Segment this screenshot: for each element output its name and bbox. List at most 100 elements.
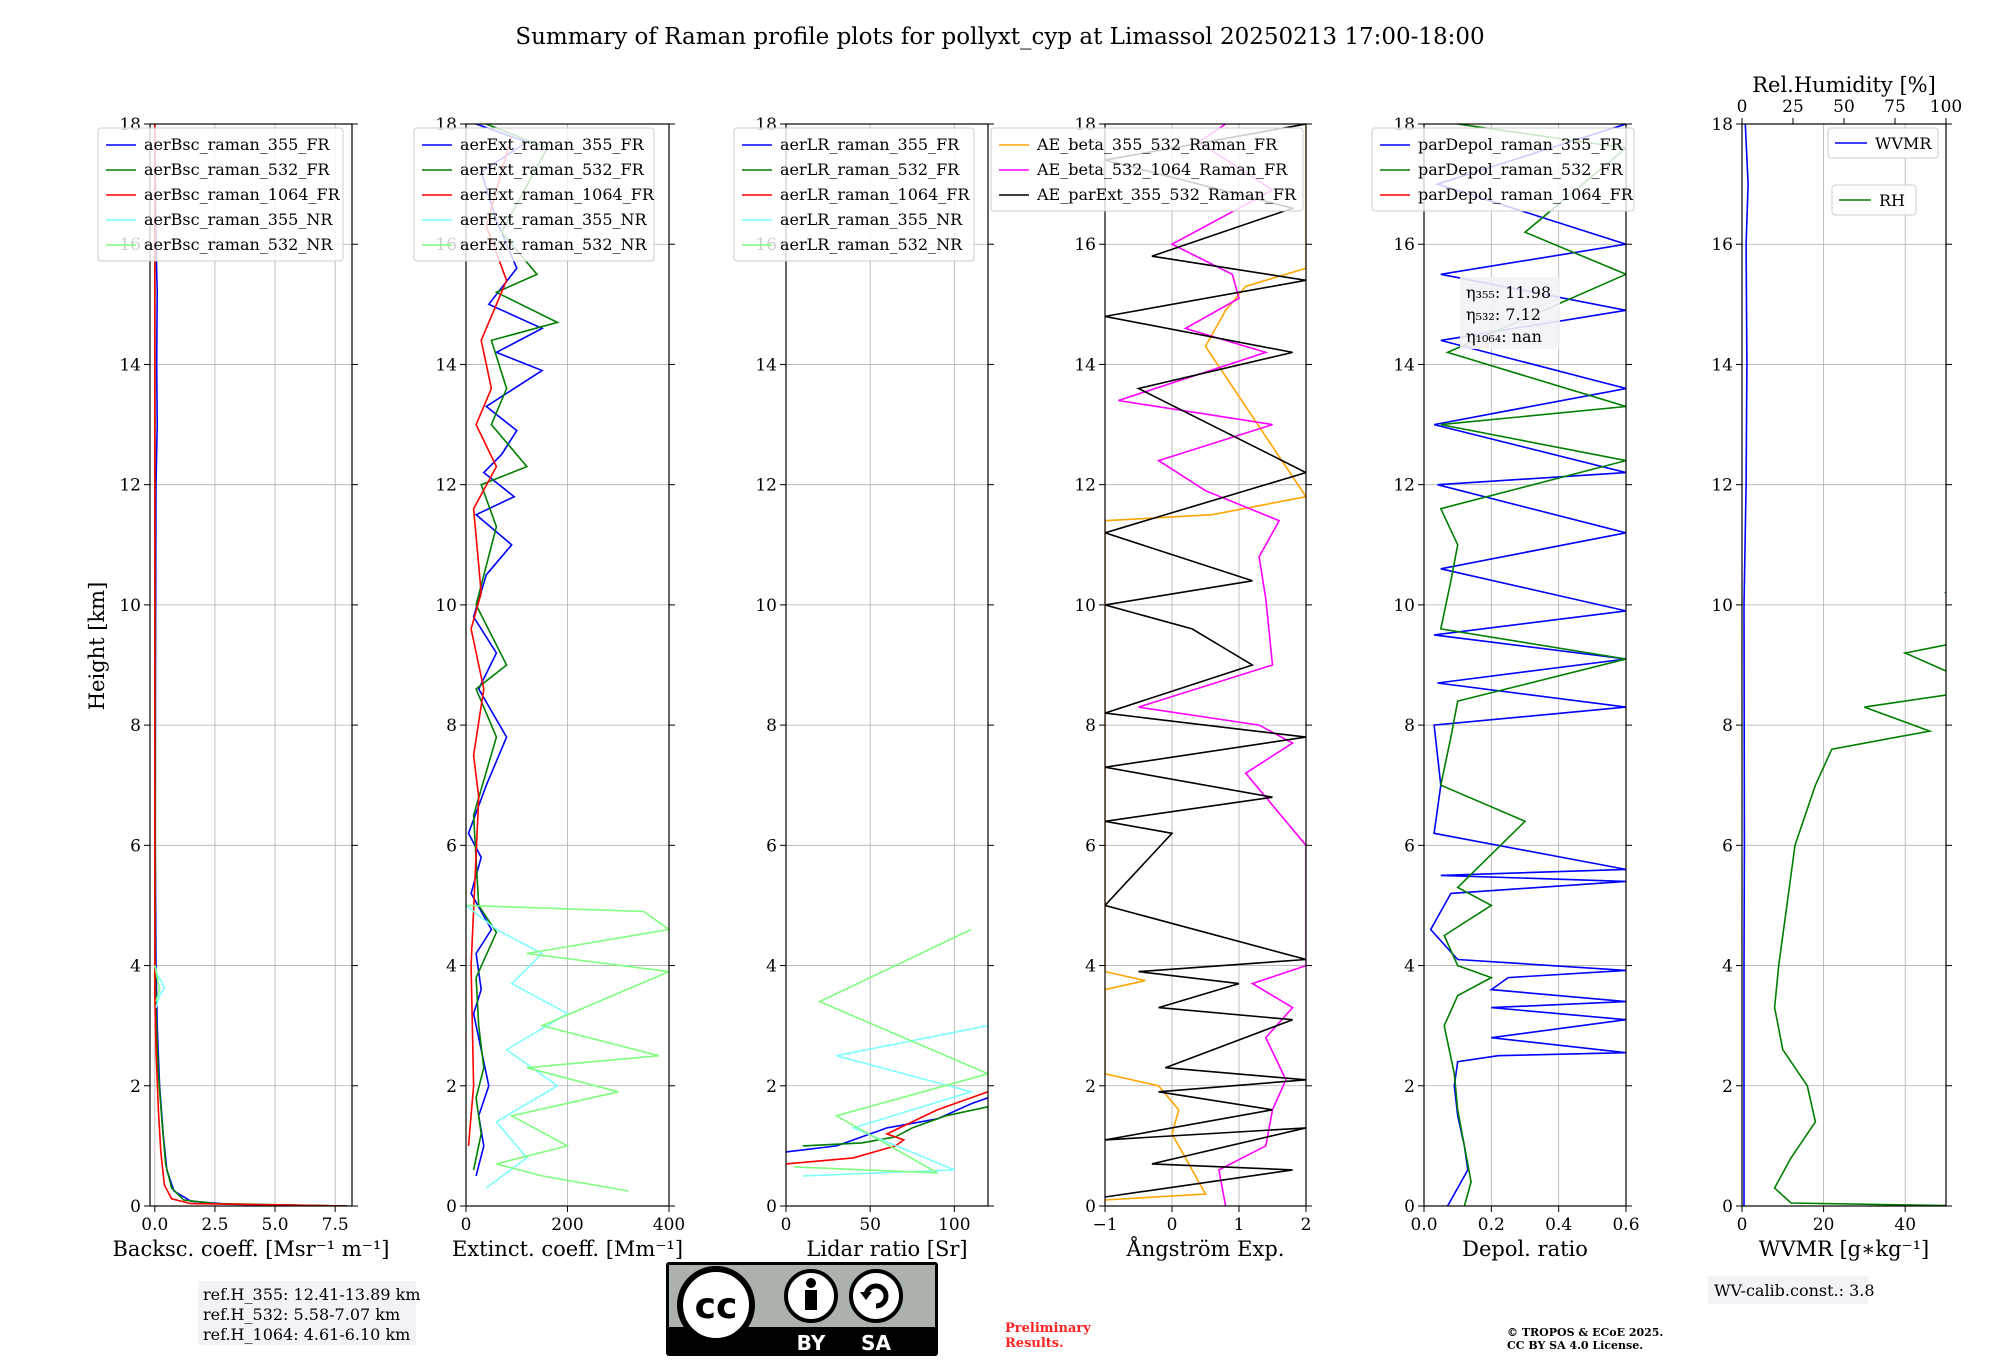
x-tick-label: 20 (1813, 1215, 1835, 1235)
x-axis-label: Backsc. coeff. [Msr⁻¹ m⁻¹] (113, 1237, 390, 1261)
series-group (154, 124, 348, 1206)
svg-text:η₅₃₂: 7.12: η₅₃₂: 7.12 (1466, 305, 1541, 324)
series-line-WVMR (1743, 124, 1749, 1206)
legend-label: aerExt_raman_1064_FR (460, 185, 655, 204)
legend-label: parDepol_raman_1064_FR (1418, 185, 1634, 204)
x-tick-label: 0.4 (1545, 1215, 1572, 1235)
x-tick-label: 50 (859, 1215, 881, 1235)
y-tick-label: 8 (1404, 716, 1415, 736)
y-tick-label: 2 (766, 1077, 777, 1097)
x-tick-label: 7.5 (322, 1215, 349, 1235)
series-line-aerLR_raman_532_FR (802, 1106, 988, 1147)
ref-height-532: ref.H_532: 5.58-7.07 km (203, 1305, 400, 1324)
series-line-AE_parExt_355_532_Raman_FR (1105, 124, 1306, 1198)
x-tick-label: 5.0 (262, 1215, 289, 1235)
panel-2: 0246810121416180200400Extinct. coeff. [M… (413, 115, 685, 1261)
legend: parDepol_raman_355_FR parDepol_raman_532_… (1371, 127, 1635, 212)
x-tick-label: 0 (781, 1215, 792, 1235)
y-tick-label: 8 (130, 716, 141, 736)
y-tick-label: 2 (1085, 1077, 1096, 1097)
svg-text:WVMR: WVMR (1875, 134, 1932, 153)
by-text: BY (797, 1331, 826, 1355)
cc-license-badge: cc BY SA (666, 1262, 938, 1356)
series-group (1105, 124, 1306, 1206)
top-axis-label: Rel.Humidity [%] (1752, 73, 1936, 97)
legend-label: AE_parExt_355_532_Raman_FR (1036, 185, 1297, 204)
y-tick-label: 10 (119, 596, 141, 616)
x-tick-label: 40 (1894, 1215, 1916, 1235)
top-tick-label: 100 (1930, 97, 1962, 117)
series-group (1743, 124, 1946, 1206)
legend: aerBsc_raman_355_FR aerBsc_raman_532_FRae… (97, 127, 344, 262)
y-tick-label: 6 (446, 836, 457, 856)
axes-frame (1104, 123, 1307, 1207)
cc-text: cc (695, 1286, 738, 1327)
y-tick-label: 8 (1722, 716, 1733, 736)
legend-label: aerBsc_raman_355_FR (144, 135, 330, 154)
x-tick-label: 100 (938, 1215, 970, 1235)
series-group (786, 928, 988, 1177)
svg-text:WV-calib.const.: 3.8: WV-calib.const.: 3.8 (1714, 1281, 1875, 1300)
x-axis-label: Depol. ratio (1462, 1237, 1588, 1261)
svg-text:η₃₅₅: 11.98: η₃₅₅: 11.98 (1466, 283, 1551, 302)
y-tick-label: 12 (119, 476, 141, 496)
legend-label: aerLR_raman_532_FR (780, 160, 960, 179)
y-tick-label: 10 (1711, 596, 1733, 616)
y-tick-label: 14 (119, 355, 141, 375)
top-tick-label: 50 (1833, 97, 1855, 117)
series-group (1429, 124, 1626, 1206)
y-tick-label: 0 (1404, 1197, 1415, 1217)
y-tick-label: 14 (755, 355, 777, 375)
series-line-aerExt_raman_532_NR (466, 904, 669, 1192)
y-tick-label: 4 (1722, 957, 1733, 977)
series-line-aerLR_raman_355_FR (786, 1097, 988, 1153)
legend-label: aerLR_raman_1064_FR (780, 185, 970, 204)
y-tick-label: 4 (446, 957, 457, 977)
series-line-aerLR_raman_1064_FR (786, 1091, 988, 1165)
y-tick-label: 6 (1404, 836, 1415, 856)
series-line-aerExt_raman_1064_FR (467, 135, 513, 1146)
y-tick-label: 0 (446, 1197, 457, 1217)
top-tick-label: 0 (1737, 97, 1748, 117)
legend-label: aerLR_raman_532_NR (780, 235, 963, 254)
axes-frame (785, 123, 989, 1207)
x-axis-label: WVMR [g∗kg⁻¹] (1759, 1237, 1930, 1261)
y-tick-label: 14 (1393, 355, 1415, 375)
preliminary-label-2: Results. (1005, 1336, 1064, 1351)
copyright-line-2: CC BY SA 4.0 License. (1507, 1339, 1643, 1352)
copyright-line-1: © TROPOS & ECoE 2025. (1507, 1326, 1663, 1339)
sa-text: SA (861, 1331, 891, 1355)
y-tick-label: 14 (435, 355, 457, 375)
figure-title: Summary of Raman profile plots for polly… (515, 24, 1484, 50)
y-tick-label: 16 (1393, 235, 1415, 255)
legend-label: aerBsc_raman_532_NR (144, 235, 333, 254)
y-tick-label: 10 (1074, 596, 1096, 616)
legend-rh: RH (1831, 184, 1917, 216)
series-line-RH (1773, 592, 1946, 1206)
y-tick-label: 2 (130, 1077, 141, 1097)
legend-label: aerExt_raman_532_FR (460, 160, 645, 179)
top-tick-label: 25 (1782, 97, 1804, 117)
x-tick-label: 400 (653, 1215, 685, 1235)
axes-frame (1423, 123, 1627, 1207)
panel-3: 024681012141618050100Lidar ratio [Sr]aer… (733, 115, 994, 1261)
x-tick-label: 0.0 (1410, 1215, 1437, 1235)
series-group (466, 124, 669, 1192)
x-tick-label: 0 (1737, 1215, 1748, 1235)
x-tick-label: 0.2 (1478, 1215, 1505, 1235)
y-tick-label: 4 (1085, 957, 1096, 977)
y-tick-label: 12 (435, 476, 457, 496)
x-tick-label: −1 (1092, 1215, 1117, 1235)
y-tick-label: 4 (130, 957, 141, 977)
ref-height-355: ref.H_355: 12.41-13.89 km (203, 1285, 421, 1304)
y-tick-label: 6 (130, 836, 141, 856)
x-tick-label: 0.0 (141, 1215, 168, 1235)
svg-text:RH: RH (1879, 191, 1905, 210)
y-tick-label: 8 (446, 716, 457, 736)
axes-frame (1741, 123, 1947, 1207)
x-axis-label: Extinct. coeff. [Mm⁻¹] (452, 1237, 683, 1261)
y-tick-label: 2 (1722, 1077, 1733, 1097)
axes-frame (149, 123, 353, 1207)
svg-text:η₁₀₆₄: nan: η₁₀₆₄: nan (1466, 327, 1542, 346)
